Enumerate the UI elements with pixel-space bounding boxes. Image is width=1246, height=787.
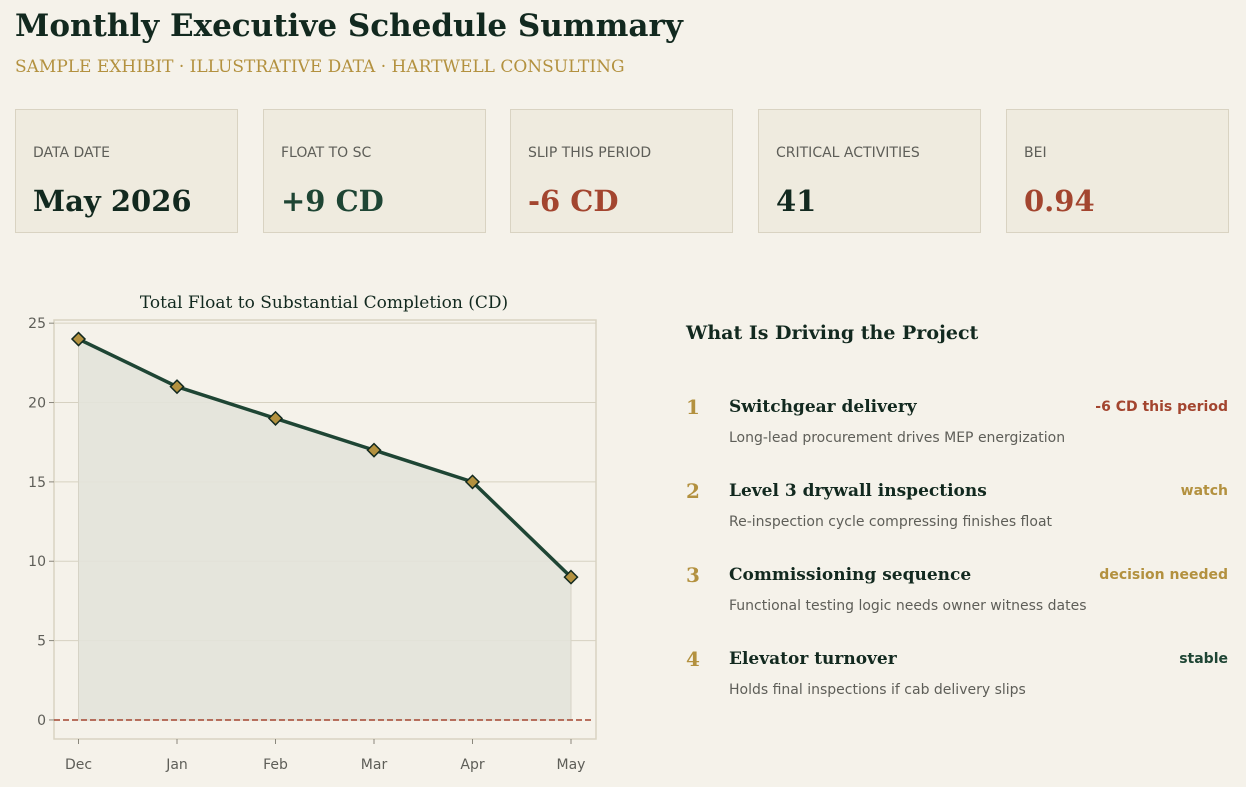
driver-number: 4 [686,647,700,671]
driver-number: 1 [686,395,700,419]
kpi-label: FLOAT TO SC [281,145,372,161]
driver-item: 4 Elevator turnover stable Holds final i… [686,647,1228,707]
kpi-label: SLIP THIS PERIOD [528,145,652,161]
driver-description: Functional testing logic needs owner wit… [729,598,1087,614]
kpi-value: May 2026 [33,184,192,218]
data-point-marker [169,379,185,395]
kpi-label: CRITICAL ACTIVITIES [776,145,920,161]
driver-item: 2 Level 3 drywall inspections watch Re-i… [686,479,1228,539]
driver-title: Level 3 drywall inspections [729,481,987,501]
y-tick-label: 20 [28,396,46,412]
x-tick-label: Feb [263,757,288,773]
driver-number: 3 [686,563,700,587]
kpi-value: +9 CD [281,184,384,218]
series-markers [70,331,579,585]
driver-description: Re-inspection cycle compressing finishes… [729,514,1053,530]
driver-item: 1 Switchgear delivery -6 CD this period … [686,395,1228,455]
drivers-title: What Is Driving the Project [686,322,979,344]
x-tick-label: Dec [65,757,92,773]
kpi-card-float-to-sc: FLOAT TO SC +9 CD [263,109,486,233]
driver-item: 3 Commissioning sequence decision needed… [686,563,1228,623]
x-tick-label: Jan [165,757,188,773]
y-tick-label: 10 [28,554,46,570]
kpi-value: -6 CD [528,184,619,218]
driver-title: Switchgear delivery [729,397,917,417]
y-tick-label: 25 [28,316,46,332]
kpi-card-critical-activities: CRITICAL ACTIVITIES 41 [758,109,981,233]
data-point-marker [563,569,579,585]
driver-status: watch [1180,483,1228,499]
data-point-marker [464,474,481,490]
data-point-marker [366,442,382,458]
driver-description: Holds final inspections if cab delivery … [729,682,1026,698]
x-axis: Dec Jan Feb Mar Apr May [65,739,586,773]
driver-title: Commissioning sequence [729,565,972,585]
chart-title: Total Float to Substantial Completion (C… [140,293,508,313]
kpi-card-bei: BEI 0.94 [1006,109,1229,233]
kpi-label: BEI [1024,145,1047,161]
kpi-label: DATA DATE [33,145,110,161]
driver-status: -6 CD this period [1095,399,1228,415]
page-title: Monthly Executive Schedule Summary [15,8,683,44]
y-tick-label: 15 [28,475,46,491]
y-tick-label: 5 [37,634,46,650]
x-tick-label: Apr [460,757,484,773]
series-line [77,337,573,579]
kpi-value: 0.94 [1024,184,1095,218]
driver-status: decision needed [1099,567,1228,583]
kpi-value: 41 [776,184,817,218]
driver-status: stable [1179,651,1228,667]
driver-description: Long-lead procurement drives MEP energiz… [729,430,1066,446]
page-subtitle: SAMPLE EXHIBIT · ILLUSTRATIVE DATA · HAR… [15,57,625,77]
series-line-path [77,337,573,579]
y-axis: 0 5 10 15 20 25 [28,316,54,729]
driver-number: 2 [686,479,700,503]
driver-title: Elevator turnover [729,649,897,669]
y-tick-label: 0 [37,713,46,729]
float-line-chart: Total Float to Substantial Completion (C… [28,293,597,773]
x-tick-label: May [557,757,586,773]
kpi-card-slip-this-period: SLIP THIS PERIOD -6 CD [510,109,733,233]
kpi-card-data-date: DATA DATE May 2026 [15,109,238,233]
data-point-marker [267,410,284,426]
data-point-marker [70,331,87,347]
x-tick-label: Mar [361,757,388,773]
